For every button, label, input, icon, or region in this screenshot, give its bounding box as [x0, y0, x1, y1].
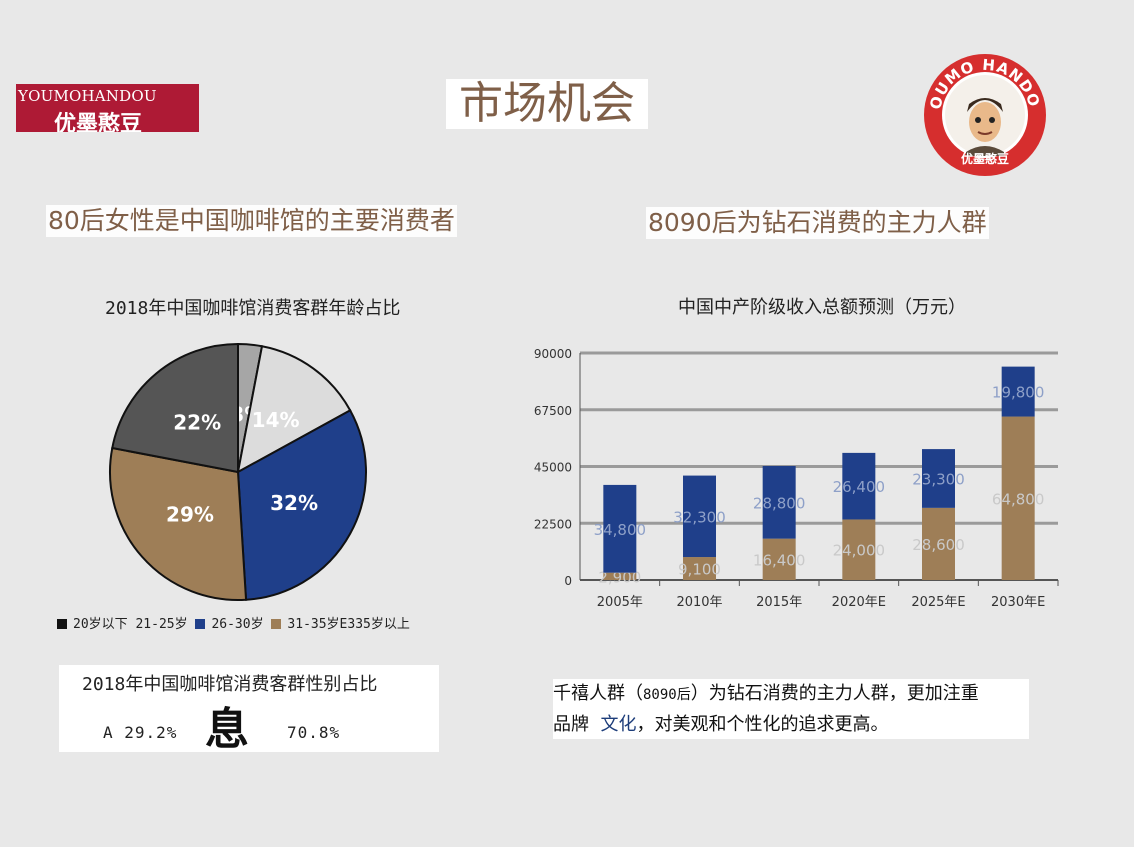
brand-name-cn: 优墨憨豆 [54, 112, 143, 132]
bar-segment-lower [1001, 416, 1035, 580]
x-tick-label: 2010年 [676, 595, 722, 610]
note-line-2: 品牌 文化，对美观和个性化的追求更高。 [553, 710, 1029, 740]
x-tick-label: 2020年E [832, 595, 886, 610]
gender-ratio-box: 2018年中国咖啡馆消费客群性别占比 A 29.2% 息 70.8% [59, 665, 439, 755]
income-bar-chart: 0 22500 45000 67500 90000 2,900 34,800 2005年 9,1… [534, 347, 1059, 610]
left-section-heading: 80后女性是中国咖啡馆的主要消费者 [46, 205, 457, 237]
bar-data-label: 16,400 [753, 551, 806, 569]
x-tick-label: 2015年 [756, 595, 802, 610]
bar-data-label: 34,800 [594, 521, 647, 539]
bar-segment-lower [842, 519, 876, 580]
page-title: 市场机会 [446, 79, 648, 129]
bar-data-label: 23,300 [912, 470, 965, 488]
bar-data-label: 26,400 [833, 478, 886, 496]
bar-chart-title: 中国中产阶级收入总额预测（万元） [678, 297, 966, 318]
pie-chart-title: 2018年中国咖啡馆消费客群年龄占比 [105, 298, 401, 319]
note-text: 8090后 [643, 687, 691, 703]
bar-segment-upper [1001, 366, 1035, 417]
pie-slice [109, 446, 248, 601]
pie-data-label: 29% [166, 502, 214, 526]
y-tick-label: 22500 [534, 517, 572, 531]
pie-slice [236, 408, 367, 601]
gender-right-value: 70.8% [287, 723, 341, 742]
bar-segment-lower [762, 538, 796, 580]
legend-item-26-30: 26-30岁 [195, 617, 271, 632]
bar-data-label: 28,600 [912, 536, 965, 554]
note-text: ）为钻石消费的主力人群，更加注重 [690, 683, 979, 704]
note-text: 文化 [600, 714, 637, 735]
legend-swatch-icon [57, 619, 67, 629]
brand-logo: YOUMOHANDOU 优墨憨豆 [16, 84, 199, 132]
bar-data-label: 64,800 [992, 490, 1045, 508]
pie-slice [236, 345, 352, 474]
legend-swatch-icon [271, 619, 282, 629]
bar-segment-upper [603, 484, 637, 573]
bar-segment-upper [922, 449, 955, 508]
bar-data-label: 19,800 [992, 384, 1045, 402]
legend-item-31-plus: 31-35岁E335岁以上 [271, 617, 410, 632]
pie-data-label: 22% [173, 411, 221, 435]
bar-segment-lower [922, 507, 955, 580]
x-tick-label: 2005年 [597, 595, 643, 610]
bar-segment-lower [603, 572, 637, 580]
y-tick-label: 90000 [534, 347, 572, 361]
brand-seal-logo: YOUMO HANDOU 优墨憨豆 [915, 38, 1048, 178]
cartoon-face-logo-icon: YOUMO HANDOU 优墨憨豆 [915, 38, 1046, 176]
pie-legend: 20岁以下 21-25岁 26-30岁 31-35岁E335岁以上 [57, 613, 410, 632]
x-tick-label: 2030年E [991, 595, 1045, 610]
legend-item-young: 20岁以下 21-25岁 [57, 617, 195, 632]
legend-label: 20岁以下 21-25岁 [73, 617, 188, 632]
y-tick-label: 0 [564, 574, 572, 588]
gender-mid-glyph: 息 [205, 704, 249, 755]
note-text: ，对美观和个性化的追求更高。 [636, 714, 889, 735]
legend-swatch-icon [195, 619, 206, 629]
bar-segment-upper [683, 475, 716, 558]
pie-data-label: 14% [252, 408, 300, 432]
note-text: 千禧人群（ [553, 683, 643, 704]
bar-data-label: 24,000 [833, 542, 886, 560]
svg-text:优墨憨豆: 优墨憨豆 [961, 151, 1009, 166]
bar-segment-lower [683, 557, 716, 580]
age-pie-chart: 3%14%32%29%22% [109, 342, 367, 601]
legend-label: 31-35岁E335岁以上 [287, 617, 410, 632]
note-line-1: 千禧人群（8090后）为钻石消费的主力人群，更加注重 [553, 679, 1029, 710]
pie-slice [111, 342, 239, 474]
brand-name-en: YOUMOHANDOU [18, 87, 157, 105]
pie-data-label: 32% [270, 491, 318, 515]
legend-label: 26-30岁 [211, 617, 264, 632]
bar-data-label: 2,900 [598, 568, 641, 586]
bar-segment-upper [762, 465, 796, 539]
y-tick-label: 45000 [534, 461, 572, 475]
bar-data-label: 32,300 [673, 508, 726, 526]
x-tick-label: 2025年E [911, 595, 965, 610]
right-section-heading: 8090后为钻石消费的主力人群 [646, 207, 989, 239]
bar-data-label: 28,800 [753, 494, 806, 512]
bar-data-label: 9,100 [678, 561, 721, 579]
note-text: 品牌 [553, 714, 589, 735]
summary-note: 千禧人群（8090后）为钻石消费的主力人群，更加注重 品牌 文化，对美观和个性化… [553, 679, 1029, 739]
y-tick-label: 67500 [534, 404, 572, 418]
bar-segment-upper [842, 452, 876, 520]
gender-left-value: A 29.2% [103, 723, 178, 742]
gender-chart-title: 2018年中国咖啡馆消费客群性别占比 [82, 674, 378, 695]
